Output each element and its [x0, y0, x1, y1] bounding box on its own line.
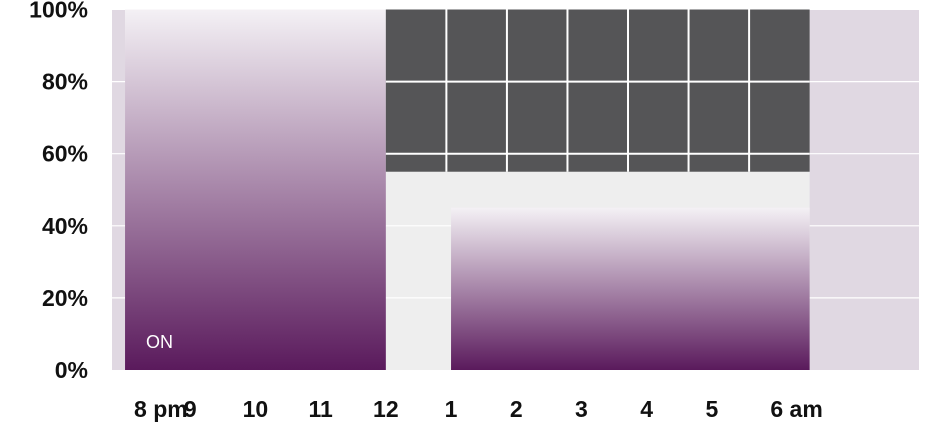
edge-band-left	[112, 10, 126, 370]
y-tick-label: 60%	[42, 141, 88, 167]
x-axis-ticks: 8 pm9 10 11 12 1 2 3 4 5 6 am	[134, 396, 823, 422]
on-segment-1	[125, 9, 386, 370]
x-tick-label: 5	[705, 396, 718, 422]
on-annotation: ON	[146, 332, 173, 352]
dark-block	[385, 9, 810, 172]
x-tick-label: 2	[510, 396, 523, 422]
on-area	[125, 9, 810, 370]
y-tick-label: 100%	[29, 0, 88, 23]
x-tick-label: 12	[373, 396, 399, 422]
y-axis-ticks: 100% 80% 60% 40% 20% 0%	[29, 0, 88, 383]
x-tick-label: 10	[243, 396, 269, 422]
x-tick-label: 1	[445, 396, 458, 422]
x-tick-label: 4	[640, 396, 653, 422]
x-tick-label: 3	[575, 396, 588, 422]
y-tick-label: 80%	[42, 69, 88, 95]
x-tick-label: 9	[184, 396, 197, 422]
x-tick-label: 6 am	[770, 396, 822, 422]
edge-band-right	[809, 10, 919, 370]
dark-block-fill	[385, 9, 810, 172]
y-tick-label: 0%	[55, 357, 88, 383]
x-tick-label: 8 pm	[134, 396, 188, 422]
on-segment-2	[451, 207, 810, 370]
y-tick-label: 40%	[42, 213, 88, 239]
y-tick-label: 20%	[42, 285, 88, 311]
x-tick-label: 11	[308, 396, 333, 422]
